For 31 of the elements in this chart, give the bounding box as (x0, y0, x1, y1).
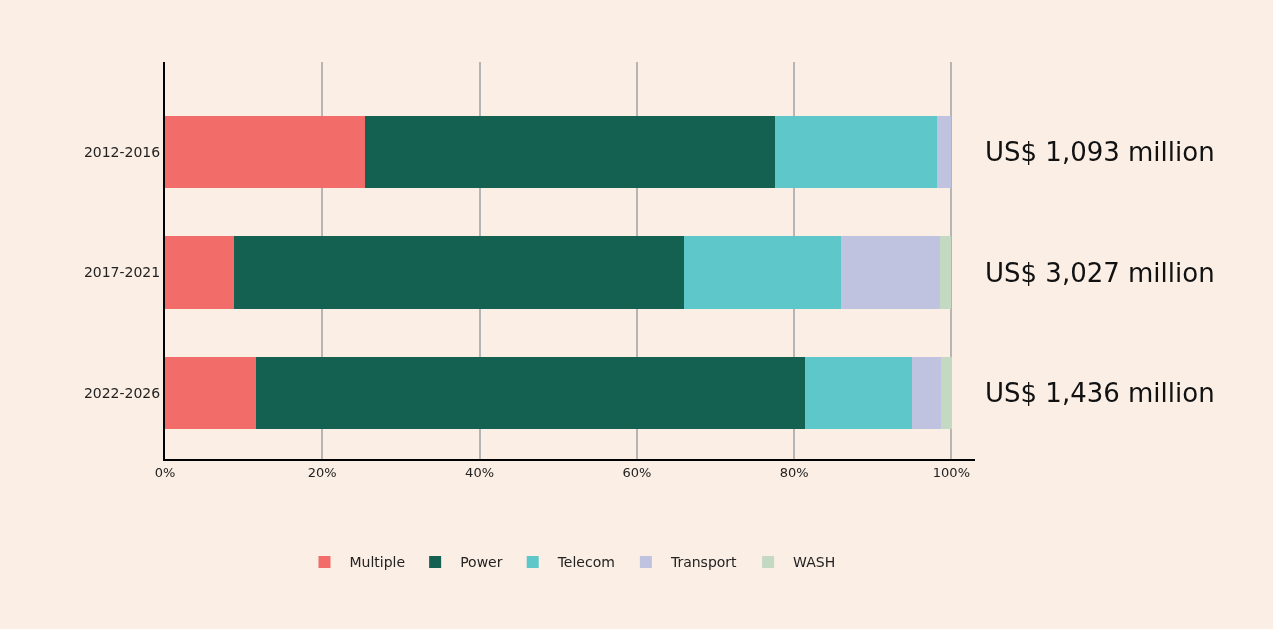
y-tick-label: 2017-2021 (83, 264, 161, 281)
legend-label: WASH (793, 554, 836, 571)
bar (364, 116, 776, 189)
y-tick-label: 2012-2016 (83, 144, 161, 161)
bar (165, 356, 257, 429)
x-tick-label: 100% (932, 464, 970, 480)
y-tick-label: 2022-2026 (83, 384, 161, 401)
x-tick-label: 20% (307, 464, 337, 480)
x-tick-label: 0% (154, 464, 176, 480)
total-label: US$ 1,093 million (985, 137, 1215, 167)
x-tick-label: 80% (779, 464, 809, 480)
bar (912, 356, 942, 429)
bar (805, 356, 913, 429)
legend-label: Telecom (556, 554, 615, 571)
bar (165, 236, 235, 309)
bar (165, 116, 365, 189)
bar (684, 236, 841, 309)
bar (234, 236, 685, 309)
bar (940, 236, 952, 309)
legend-label: Power (460, 554, 503, 571)
x-tick-label: 40% (465, 464, 495, 480)
total-label: US$ 1,436 million (985, 378, 1215, 408)
legend-label: Transport (669, 554, 738, 571)
legend-label: Multiple (349, 554, 406, 571)
bar (937, 116, 952, 189)
total-label: US$ 3,027 million (985, 258, 1215, 288)
bar (941, 356, 953, 429)
bar (256, 356, 806, 429)
bar (840, 236, 941, 309)
bar (775, 116, 938, 189)
x-tick-label: 60% (622, 464, 652, 480)
